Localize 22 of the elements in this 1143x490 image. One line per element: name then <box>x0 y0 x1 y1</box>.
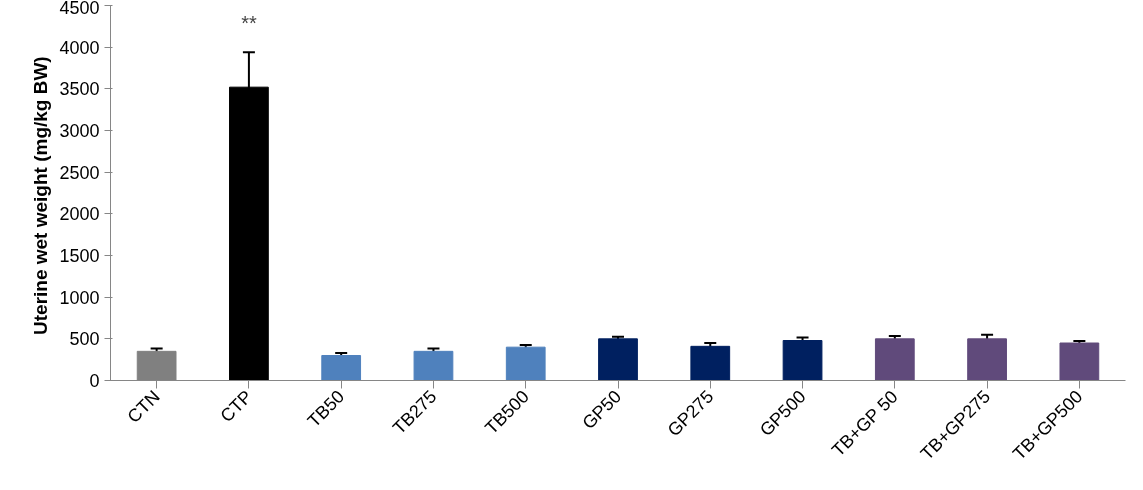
bar <box>598 338 638 381</box>
annotation: ** <box>241 12 257 35</box>
bar <box>321 355 362 381</box>
y-tick-label: 1000 <box>59 287 100 308</box>
bar <box>782 340 823 381</box>
y-tick-label: 4000 <box>59 37 100 58</box>
y-axis-title: Uterine wet weight (mg/kg BW) <box>30 56 52 335</box>
bar <box>874 338 915 381</box>
bar <box>505 346 546 381</box>
bar <box>1059 342 1100 381</box>
y-tick-label: 2000 <box>59 204 100 225</box>
y-tick-label: 4500 <box>59 0 100 18</box>
y-tick-label: 0 <box>89 371 100 391</box>
bar <box>413 350 454 381</box>
bar <box>967 338 1007 381</box>
y-tick-label: 1500 <box>59 246 100 266</box>
x-tick-label: CTP <box>216 386 256 427</box>
y-tick-label: 2500 <box>59 162 100 183</box>
bar <box>690 345 731 381</box>
y-tick-label: 500 <box>69 329 100 350</box>
y-tick-label: 3000 <box>59 121 100 141</box>
y-tick-label: 3500 <box>59 79 100 100</box>
